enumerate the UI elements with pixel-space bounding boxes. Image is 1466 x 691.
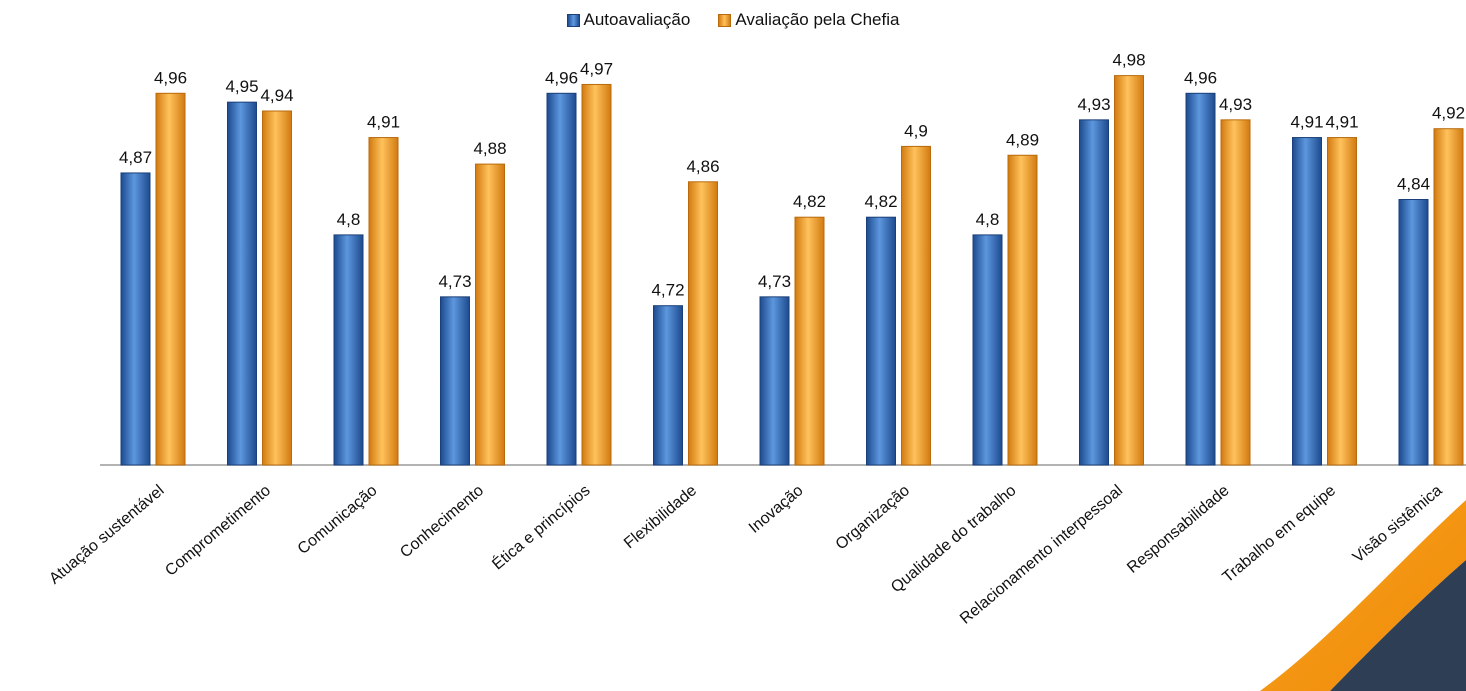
value-label-autoavaliacao-1: 4,95 [225,77,258,96]
value-label-autoavaliacao-6: 4,73 [758,272,791,291]
value-label-chefia-11: 4,91 [1325,113,1358,132]
legend-label-chefia: Avaliação pela Chefia [735,10,900,29]
bar-autoavaliacao-8 [972,234,1003,466]
bar-chefia-3 [475,163,505,466]
bar-chefia-5 [688,181,718,466]
value-label-autoavaliacao-9: 4,93 [1077,95,1110,114]
bar-autoavaliacao-2 [333,234,364,466]
bar-autoavaliacao-10 [1185,92,1216,466]
value-label-chefia-12: 4,92 [1432,104,1465,123]
bar-autoavaliacao-4 [546,92,577,466]
value-label-autoavaliacao-11: 4,91 [1290,113,1323,132]
bar-chefia-0 [155,92,186,466]
bar-autoavaliacao-6 [759,296,790,466]
bar-autoavaliacao-11 [1292,137,1322,466]
bar-chefia-6 [794,216,825,466]
value-label-chefia-1: 4,94 [260,86,293,105]
value-label-autoavaliacao-3: 4,73 [438,272,471,291]
value-label-chefia-9: 4,98 [1112,51,1145,70]
bar-chefia-12 [1433,128,1464,466]
bar-chefia-7 [901,145,931,466]
legend-item-autoavaliacao: Autoavaliação [566,10,691,30]
bar-chefia-8 [1007,154,1038,466]
bar-chefia-9 [1114,75,1144,466]
x-tick-label-6: Inovação [746,482,807,537]
bar-chefia-11 [1327,137,1357,466]
bar-chefia-4 [581,83,612,466]
x-tick-label-5: Flexibilidade [621,482,700,552]
value-label-autoavaliacao-8: 4,8 [976,210,1000,229]
x-tick-label-1: Comprometimento [162,482,274,580]
bar-chefia-1 [262,110,292,466]
x-tick-label-0: Atuação sustentável [46,482,167,588]
value-label-chefia-10: 4,93 [1219,95,1252,114]
x-tick-label-4: Ética e princípios [488,481,594,574]
value-label-autoavaliacao-2: 4,8 [337,210,361,229]
bar-autoavaliacao-12 [1398,199,1429,466]
value-label-chefia-4: 4,97 [580,59,613,78]
value-label-autoavaliacao-10: 4,96 [1184,68,1217,87]
value-label-chefia-0: 4,96 [154,68,187,87]
legend-swatch-orange [718,13,732,27]
bar-chefia-10 [1220,119,1251,466]
bar-autoavaliacao-7 [866,216,896,466]
x-tick-label-2: Comunicação [295,482,381,558]
decorative-corner [1260,500,1466,691]
x-tick-label-3: Conhecimento [397,482,487,561]
bar-autoavaliacao-9 [1079,119,1109,466]
x-tick-label-10: Responsabilidade [1124,482,1232,577]
value-label-chefia-3: 4,88 [473,139,506,158]
legend-label-autoavaliacao: Autoavaliação [583,10,691,29]
x-tick-label-7: Organização [833,482,913,553]
bar-autoavaliacao-1 [227,101,257,466]
bar-chefia-2 [368,137,399,466]
legend-item-chefia: Avaliação pela Chefia [718,10,899,30]
value-label-chefia-8: 4,89 [1006,130,1039,149]
value-label-autoavaliacao-5: 4,72 [651,281,684,300]
bar-autoavaliacao-0 [120,172,151,466]
value-label-chefia-5: 4,86 [686,157,719,176]
x-tick-label-11: Trabalho em equipe [1220,482,1340,586]
value-label-chefia-7: 4,9 [904,121,928,140]
value-label-chefia-6: 4,82 [793,192,826,211]
value-label-autoavaliacao-0: 4,87 [119,148,152,167]
bar-autoavaliacao-5 [653,305,683,466]
value-label-chefia-2: 4,91 [367,113,400,132]
value-label-autoavaliacao-12: 4,84 [1397,175,1430,194]
legend-swatch-blue [566,13,580,27]
value-label-autoavaliacao-7: 4,82 [864,192,897,211]
value-label-autoavaliacao-4: 4,96 [545,68,578,87]
bar-autoavaliacao-3 [440,296,470,466]
legend: Autoavaliação Avaliação pela Chefia [0,10,1466,30]
